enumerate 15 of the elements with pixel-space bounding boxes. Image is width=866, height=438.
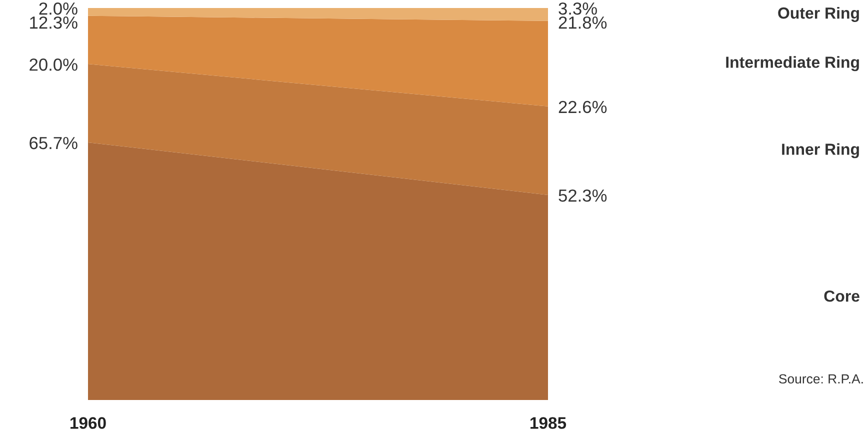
data-label: 2.0% <box>39 2 78 15</box>
data-label: 12.3% <box>30 16 78 29</box>
text: Outer Ring <box>778 6 859 22</box>
text: Inner Ring <box>782 143 859 158</box>
x-tick-label: 1960 <box>70 417 106 429</box>
text: Core <box>824 290 860 302</box>
data-label: 20.0% <box>30 58 78 71</box>
data-label: 65.7% <box>30 136 78 150</box>
data-label: 52.3% <box>558 189 607 202</box>
data-label: 21.8% <box>558 16 607 29</box>
x-tick-label: 1985 <box>530 417 566 429</box>
source-note: Source: R.P.A. <box>779 374 863 384</box>
text: Intermediate Ring <box>726 56 859 72</box>
data-label: 3.3% <box>558 2 597 15</box>
data-label: 22.6% <box>558 100 607 114</box>
